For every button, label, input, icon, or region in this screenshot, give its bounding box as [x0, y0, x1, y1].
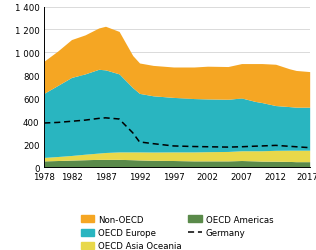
Legend: Non-OECD, OECD Europe, OECD Asia Oceania, OECD Americas, Germany: Non-OECD, OECD Europe, OECD Asia Oceania…	[81, 215, 273, 250]
